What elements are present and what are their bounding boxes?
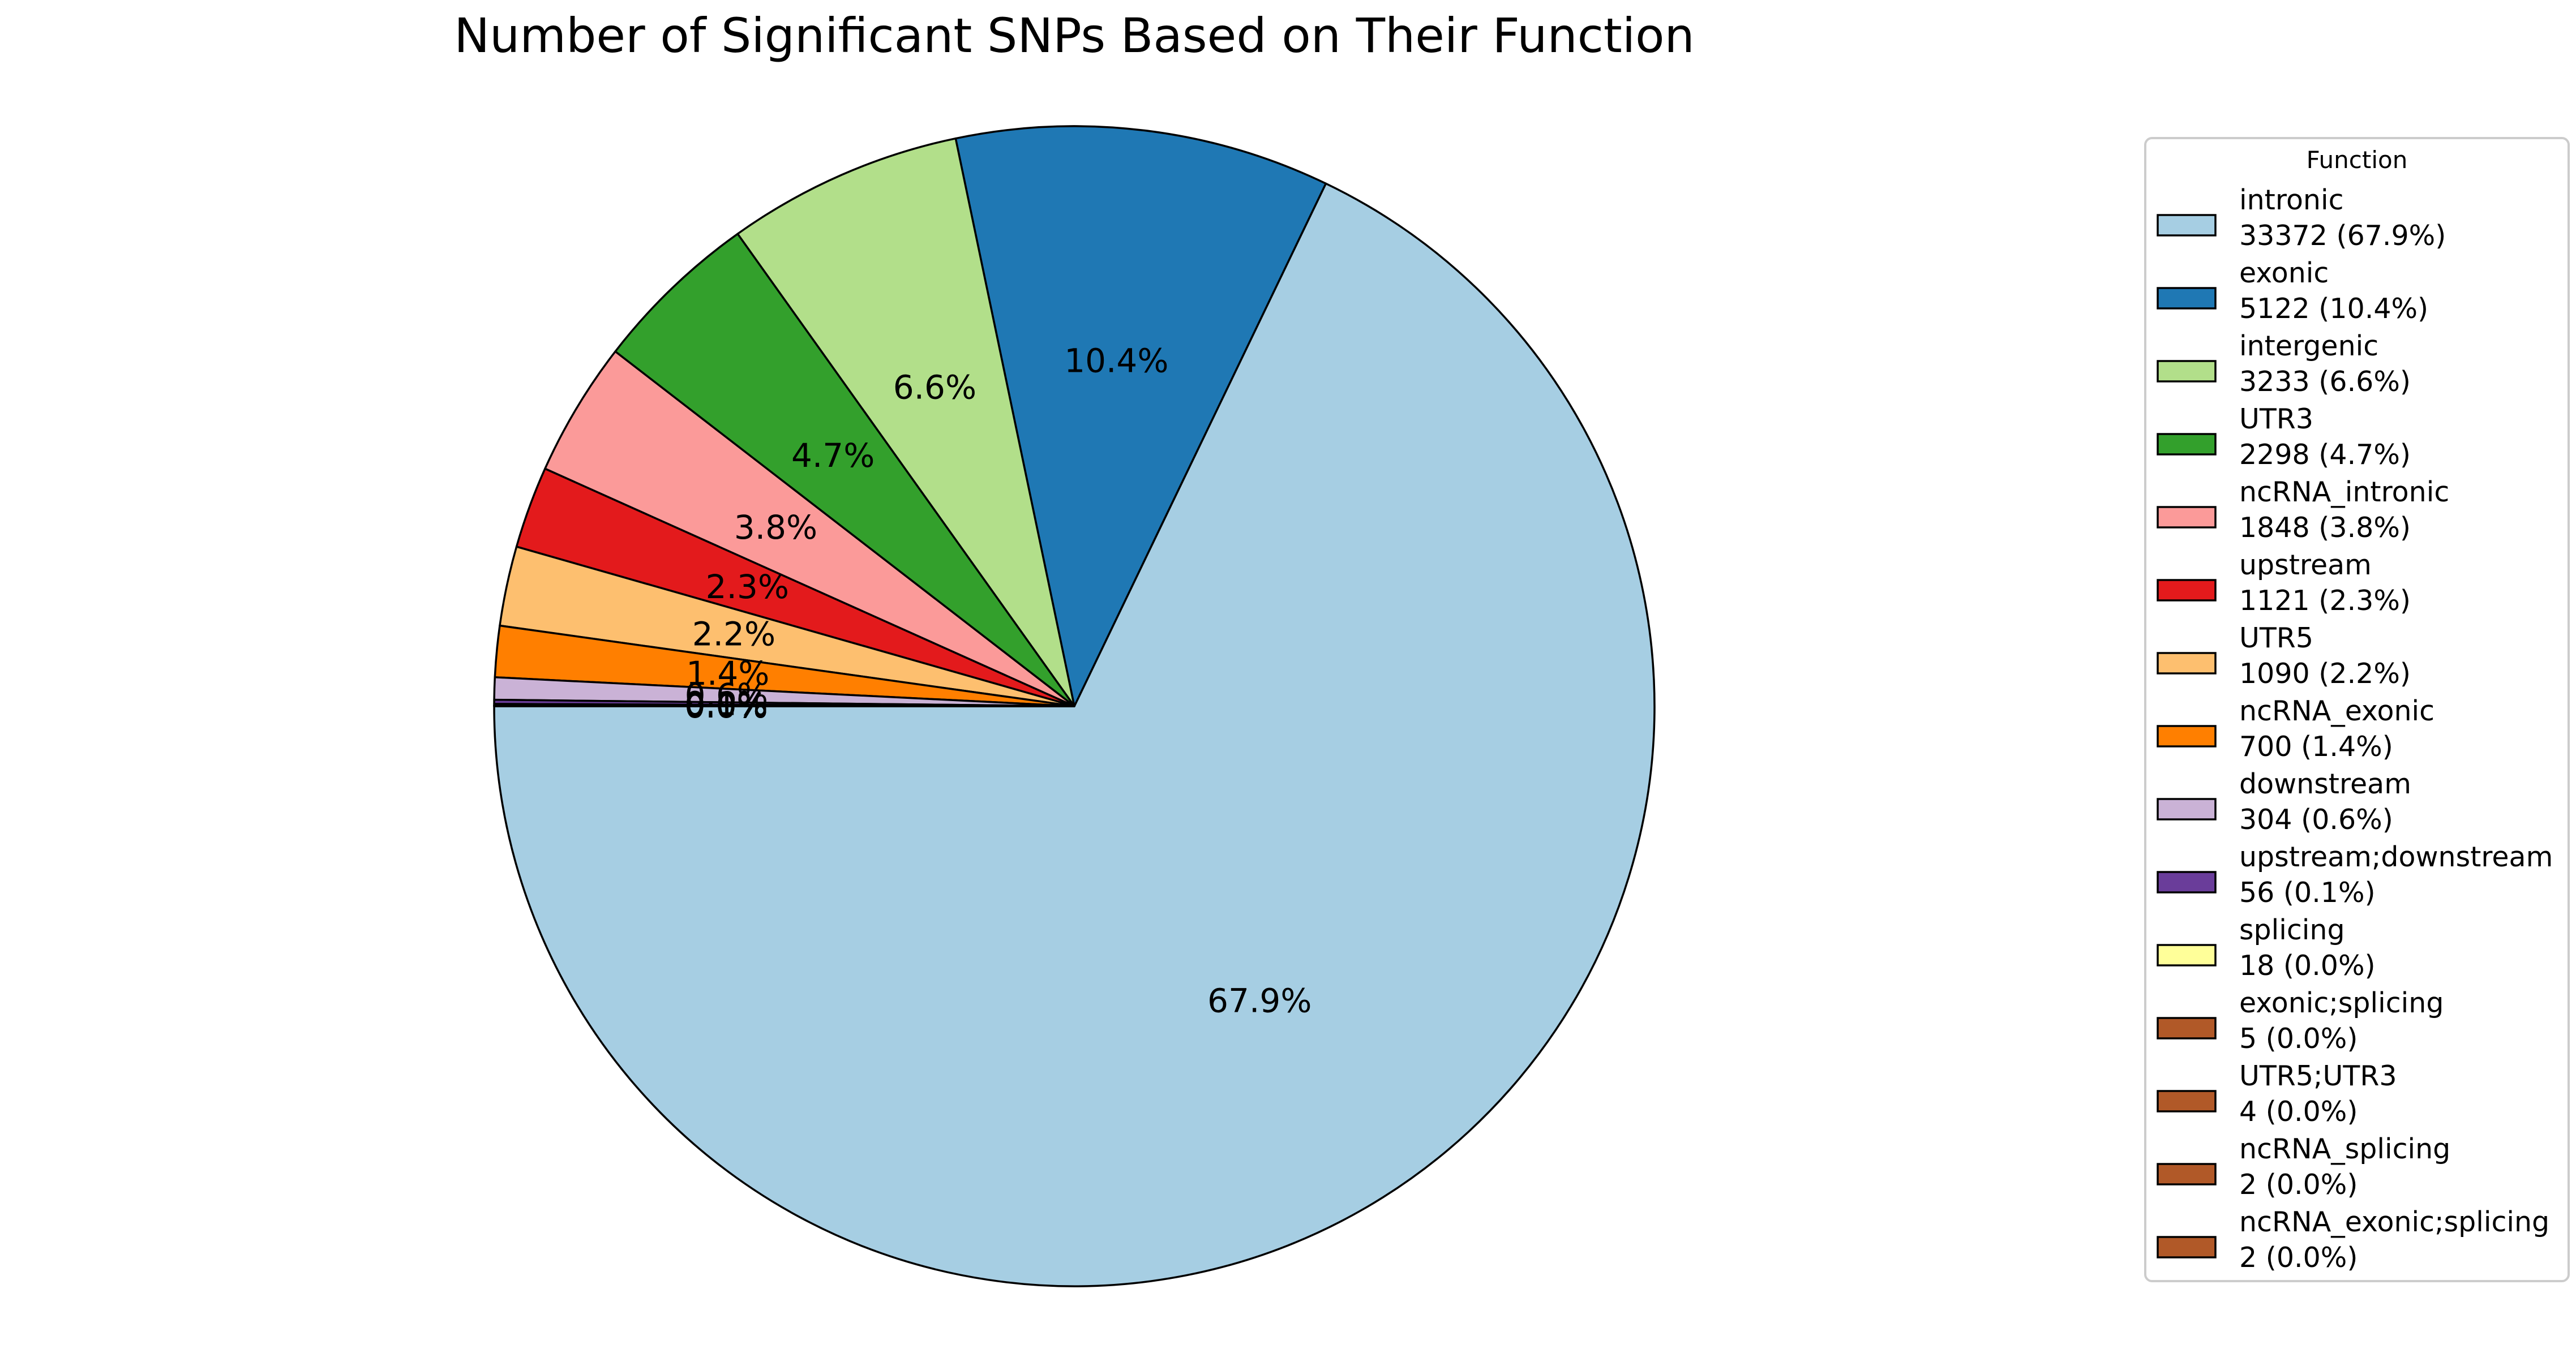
pct-label-utr5-utr3: 0.0% — [684, 687, 768, 725]
legend-swatch — [2157, 287, 2217, 310]
legend-value: 18 (0.0%) — [2239, 950, 2376, 982]
legend-value: 5 (0.0%) — [2239, 1023, 2358, 1055]
legend-label: intronic — [2239, 184, 2344, 216]
legend-value: 2 (0.0%) — [2239, 1169, 2358, 1201]
legend-swatch — [2157, 1163, 2217, 1185]
legend-item-exonic-splicing: exonic;splicing 5 (0.0%) — [2157, 987, 2444, 1055]
legend-label: exonic;splicing — [2239, 987, 2444, 1019]
legend-swatch — [2157, 652, 2217, 675]
legend-value: 33372 (67.9%) — [2239, 220, 2446, 252]
pie-percent-labels: 67.9% 10.4% 6.6% 4.7% 3.8% 2.3% 2.2%1.4%0.6%0.… — [684, 342, 1311, 1020]
legend: Function intronic 33372 (67.9%) exonic 5122… — [2144, 137, 2570, 1282]
legend-swatch — [2157, 944, 2217, 966]
legend-label: exonic — [2239, 257, 2329, 289]
legend-swatch — [2157, 1017, 2217, 1039]
pct-label-ncrna-intronic: 3.8% — [734, 508, 817, 547]
legend-value: 700 (1.4%) — [2239, 731, 2393, 763]
pct-label-exonic: 10.4% — [1064, 342, 1168, 380]
legend-swatch — [2157, 579, 2217, 602]
legend-item-exonic: exonic 5122 (10.4%) — [2157, 257, 2428, 325]
pct-label-splicing: 0.0% — [684, 686, 768, 724]
legend-swatch — [2157, 871, 2217, 894]
legend-label: UTR3 — [2239, 403, 2313, 435]
legend-label: ncRNA_exonic — [2239, 695, 2434, 727]
legend-item-utr3: UTR3 2298 (4.7%) — [2157, 403, 2411, 471]
legend-value: 1090 (2.2%) — [2239, 658, 2411, 690]
legend-value: 2 (0.0%) — [2239, 1242, 2358, 1274]
pct-label-upstream: 2.3% — [706, 568, 789, 606]
pct-label-intergenic: 6.6% — [893, 368, 976, 407]
legend-value: 56 (0.1%) — [2239, 877, 2376, 909]
legend-item-intergenic: intergenic 3233 (6.6%) — [2157, 330, 2411, 398]
legend-value: 2298 (4.7%) — [2239, 439, 2411, 471]
pct-label-upstream-downstream: 0.1% — [684, 684, 768, 723]
pie-slice-exonic — [954, 125, 1327, 707]
legend-frame — [2144, 137, 2570, 1282]
legend-swatch — [2157, 725, 2217, 748]
legend-item-splicing: splicing 18 (0.0%) — [2157, 914, 2376, 982]
legend-label: ncRNA_exonic;splicing — [2239, 1206, 2549, 1238]
legend-label: ncRNA_splicing — [2239, 1133, 2450, 1165]
legend-value: 1848 (3.8%) — [2239, 512, 2411, 544]
pct-label-exonic-splicing: 0.0% — [684, 686, 768, 725]
legend-value: 4 (0.0%) — [2239, 1096, 2358, 1128]
legend-label: ncRNA_intronic — [2239, 476, 2449, 508]
legend-item-ncrna-exonic: ncRNA_exonic 700 (1.4%) — [2157, 695, 2434, 763]
legend-value: 1121 (2.3%) — [2239, 585, 2411, 617]
legend-swatch — [2157, 433, 2217, 456]
pct-label-ncrna-splicing: 0.0% — [684, 687, 768, 725]
pct-label-ncrna-exonic-splicing: 0.0% — [684, 687, 768, 725]
legend-item-upstream: upstream 1121 (2.3%) — [2157, 549, 2411, 617]
pie-slices — [493, 125, 1656, 1287]
legend-value: 304 (0.6%) — [2239, 804, 2393, 836]
legend-label: downstream — [2239, 768, 2411, 800]
pie-slice-utr3 — [614, 233, 1075, 707]
legend-swatch — [2157, 1090, 2217, 1112]
legend-swatch — [2157, 214, 2217, 237]
legend-swatch — [2157, 360, 2217, 383]
chart-title: Number of Significant SNPs Based on Thei… — [454, 8, 1695, 63]
legend-title: Function — [2307, 146, 2408, 174]
legend-item-ncrna-exonic-splicing: ncRNA_exonic;splicing 2 (0.0%) — [2157, 1206, 2549, 1274]
legend-swatch — [2157, 798, 2217, 821]
legend-item-utr5: UTR5 1090 (2.2%) — [2157, 622, 2411, 690]
pie-slice-ncrna-intronic — [544, 350, 1075, 707]
legend-item-ncrna-splicing: ncRNA_splicing 2 (0.0%) — [2157, 1133, 2450, 1201]
legend-swatch — [2157, 506, 2217, 529]
legend-label: intergenic — [2239, 330, 2378, 362]
legend-item-intronic: intronic 33372 (67.9%) — [2157, 184, 2446, 252]
pct-label-downstream: 0.6% — [685, 676, 768, 715]
pct-label-utr5: 2.2% — [692, 615, 775, 653]
legend-value: 3233 (6.6%) — [2239, 366, 2411, 398]
legend-value: 5122 (10.4%) — [2239, 293, 2428, 325]
legend-item-downstream: downstream 304 (0.6%) — [2157, 768, 2411, 836]
pie-slice-intronic — [493, 182, 1656, 1287]
legend-item-utr5-utr3: UTR5;UTR3 4 (0.0%) — [2157, 1060, 2397, 1128]
legend-label: UTR5 — [2239, 622, 2313, 654]
legend-label: splicing — [2239, 914, 2345, 946]
legend-label: UTR5;UTR3 — [2239, 1060, 2397, 1092]
pie-slice-intergenic — [736, 137, 1075, 707]
legend-swatch — [2157, 1236, 2217, 1258]
legend-label: upstream;downstream — [2239, 841, 2553, 873]
pct-label-ncrna-exonic: 1.4% — [686, 654, 769, 693]
pct-label-utr3: 4.7% — [791, 436, 875, 475]
pct-label-intronic: 67.9% — [1207, 982, 1311, 1020]
legend-item-upstream-downstream: upstream;downstream 56 (0.1%) — [2157, 841, 2553, 909]
legend-item-ncrna-intronic: ncRNA_intronic 1848 (3.8%) — [2157, 476, 2449, 544]
legend-label: upstream — [2239, 549, 2372, 581]
